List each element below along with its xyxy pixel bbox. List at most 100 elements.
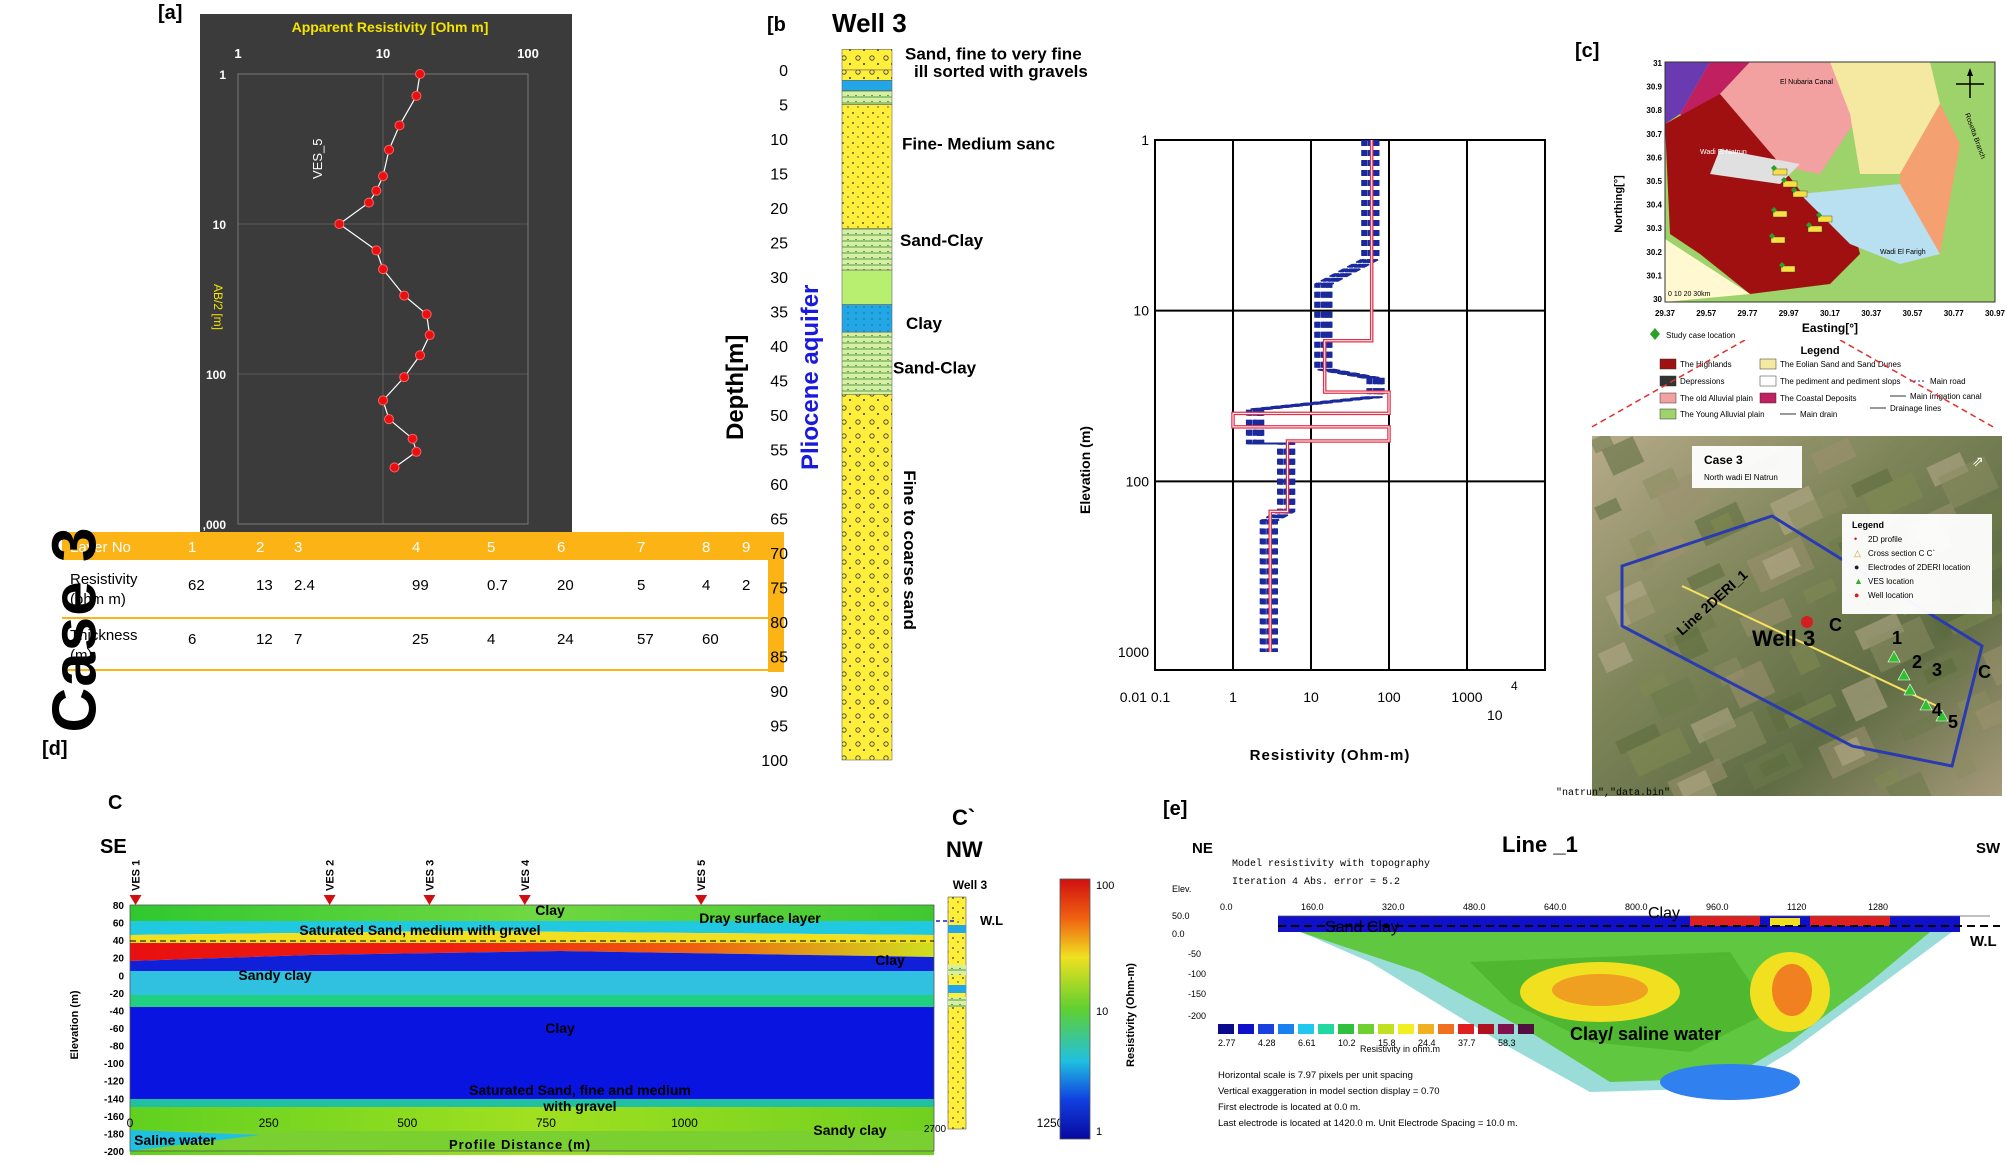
panel-e-x-tick: 0.0 (1220, 902, 1233, 912)
legend-item: Main irrigation canal (1910, 392, 1982, 401)
panel-b-layer (841, 80, 893, 91)
panel-e-sw: SW (1976, 840, 2001, 857)
inversion-y-tick: 100 (1126, 473, 1150, 489)
panel-d-x-tick: 500 (397, 1116, 417, 1130)
legend-item: Depressions (1680, 377, 1724, 386)
panel-e-zone-saline: Clay/ saline water (1570, 1024, 1721, 1044)
panel-b-depth-tick: 75 (770, 581, 788, 598)
panel-b-title: Well 3 (832, 8, 907, 38)
panel-b-unit: Fine- Medium sanc (902, 134, 1055, 153)
sat-legend-marker: ● (1854, 562, 1859, 572)
panel-b-depth-tick: 0 (779, 63, 788, 80)
panel-a-point (378, 395, 388, 406)
panel-c-x-tick: 29.57 (1696, 309, 1717, 318)
inversion-plot: Elevation (m) 1 10 100 1000 0.01 0.1 1 10 100 10… (1077, 132, 1546, 764)
panel-e-scale-value: 37.7 (1458, 1038, 1476, 1048)
panel-c-x-tick: 29.77 (1737, 309, 1758, 318)
resistivity-value: 0.7 (487, 577, 508, 594)
study-case-diamond (1816, 212, 1822, 218)
panel-b-depth-tick: 80 (770, 615, 788, 632)
panel-d-ves-marker (695, 895, 708, 905)
panel-c-x-tick: 30.97 (1985, 309, 2005, 318)
panel-c-x-tick: 30.57 (1902, 309, 1923, 318)
study-case-marker (1817, 215, 1833, 223)
thickness-value: 7 (294, 631, 302, 648)
sat-legend-marker: ▲ (1854, 576, 1863, 586)
inversion-y-tick: 10 (1133, 303, 1149, 319)
study-case-diamond (1806, 222, 1812, 228)
panel-d-colorbar-tick: 10 (1096, 1006, 1108, 1018)
panel-e-scale-swatch (1318, 1024, 1334, 1034)
sat-ves-label: 3 (1932, 660, 1942, 680)
panel-b-aquifer-label: Pliocene aquifer (797, 285, 824, 470)
panel-d-ves-label: VES 5 (696, 860, 708, 891)
legend-swatch (1759, 392, 1777, 404)
resistivity-value: 2 (742, 577, 750, 594)
panel-e-y-tick: -200 (1188, 1011, 1206, 1021)
panel-d-ylabel: Elevation (m) (69, 990, 81, 1059)
panel-b-layer (841, 393, 893, 761)
panel-b-log: Depth[m] Pliocene aquifer 0 5 10 15 20 25 30 35… (722, 45, 1088, 770)
inversion-equivalent-model (1247, 140, 1370, 652)
panel-e-note: First electrode is located at 0.0 m. (1218, 1102, 1361, 1113)
inversion-equivalent-model (1256, 140, 1379, 652)
panel-d-x-tick: 1000 (671, 1116, 698, 1130)
panel-d-colorbar-tick: 100 (1096, 880, 1114, 892)
panel-c-y-tick: 30 (1653, 295, 1662, 304)
panel-b-depth-tick: 50 (770, 408, 788, 425)
sat-legend-marker: • (1854, 534, 1857, 544)
panel-e-x-tick: 480.0 (1463, 902, 1486, 912)
panel-e-scale-swatch (1478, 1024, 1494, 1034)
legend-item: The Young Alluvial plain (1680, 410, 1765, 419)
inversion-ylabel: Elevation (m) (1077, 426, 1093, 514)
panel-c-ylabel: Northing[°] (1613, 175, 1625, 233)
sat-ves-marker (1887, 650, 1901, 663)
panel-e-y-tick: 50.0 (1172, 911, 1190, 921)
panel-a-curve-label: VES_5 (310, 139, 325, 179)
panel-e-scale-swatch (1438, 1024, 1454, 1034)
panel-d-y-tick: 0 (118, 971, 124, 982)
inversion-x-extra: 4 (1511, 679, 1518, 693)
resistivity-value: 20 (557, 577, 574, 594)
panel-c-x-tick: 30.77 (1944, 309, 1965, 318)
panel-e-x-tick: 320.0 (1382, 902, 1405, 912)
inversion-equivalent-model (1253, 140, 1376, 652)
panel-d-y-tick: -20 (110, 989, 125, 1000)
panel-a-point (415, 350, 426, 361)
sat-legend-item: VES location (1868, 577, 1914, 586)
study-case-marker (1770, 236, 1786, 244)
sat-legend-title: Legend (1852, 520, 1884, 530)
panel-a-point (399, 372, 410, 383)
inversion-equivalent-model (1258, 140, 1381, 652)
inversion-x-extra: 10 (1487, 707, 1503, 723)
panel-d-x-tick: 750 (536, 1116, 556, 1130)
layer-header: 8 (702, 539, 710, 556)
sat-legend-item: 2D profile (1868, 535, 1903, 544)
panel-d-ves-marker (129, 895, 142, 905)
panel-e-x-tick: 1120 (1787, 902, 1806, 912)
panel-d-y-tick: 40 (113, 936, 125, 947)
panel-d-y-tick: -180 (104, 1129, 124, 1140)
layer-header: 1 (188, 539, 196, 556)
panel-a-x-tick: 10 (376, 46, 390, 61)
panel-c-map: 29.37 29.57 29.77 29.97 30.17 30.37 30.57 30.77… (1613, 59, 2005, 420)
panel-d-zone-label: Clay (875, 952, 905, 968)
study-case-diamond (1771, 165, 1777, 171)
panel-d-nw: NW (946, 837, 983, 862)
panel-c-y-tick: 30.9 (1646, 83, 1662, 92)
panel-e-scale-swatch (1258, 1024, 1274, 1034)
inversion-y-tick: 1000 (1118, 644, 1149, 660)
panel-d-ves-label: VES 1 (131, 860, 143, 891)
panel-b-unit: Clay (906, 314, 942, 333)
panel-e-label: [e] (1163, 798, 1188, 820)
panel-b-layer (841, 228, 893, 271)
panel-d-y-tick: -100 (104, 1059, 124, 1070)
resistivity-value: 13 (256, 577, 273, 594)
study-case-diamond (1779, 262, 1785, 268)
panel-e-x-tick: 640.0 (1544, 902, 1567, 912)
panel-e-y-tick: -150 (1188, 989, 1206, 999)
panel-b-depth-tick: 70 (770, 546, 788, 563)
panel-d-y-tick: -60 (110, 1024, 125, 1035)
panel-b-depth-tick: 35 (770, 305, 788, 322)
panel-b-layer (841, 269, 893, 305)
